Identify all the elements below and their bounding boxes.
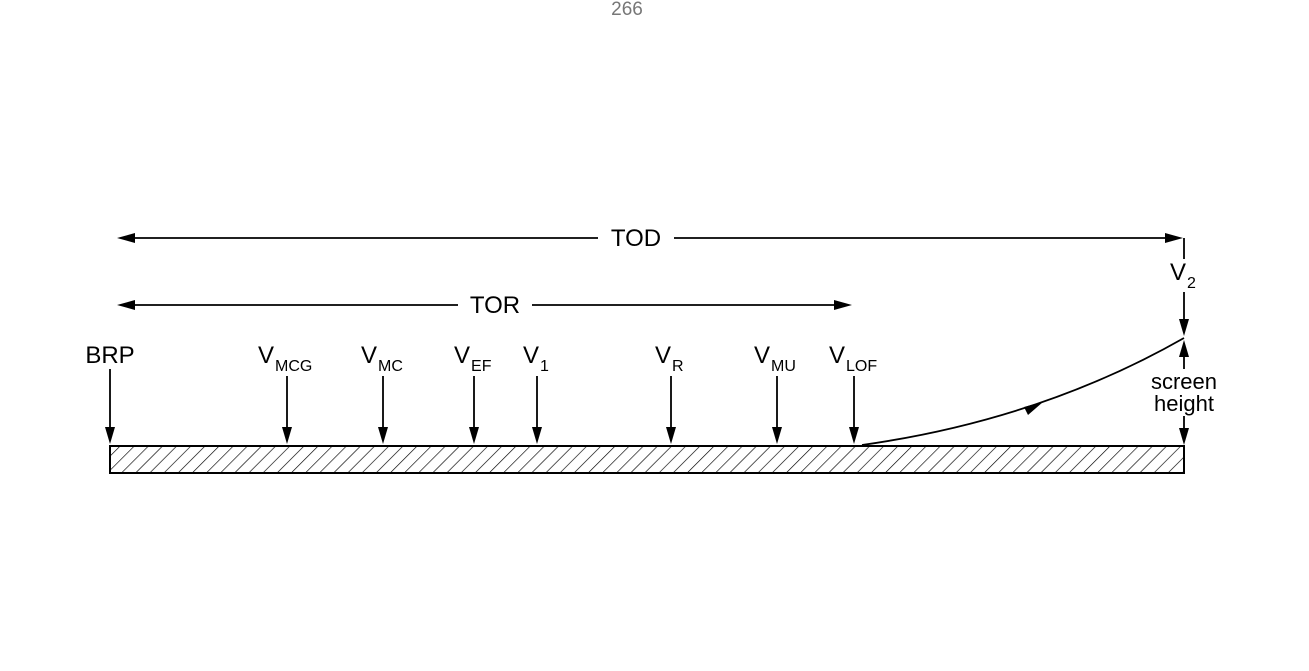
v-1-arrowhead (532, 427, 542, 444)
tor-dimension: TOR (117, 292, 852, 319)
marker-v-mu: VMU (754, 342, 796, 444)
marker-v-1: V1 (523, 342, 549, 444)
brp-arrowhead (105, 427, 115, 444)
v-r-arrowhead (666, 427, 676, 444)
v-1-label: V1 (523, 342, 549, 375)
v-r-label: VR (655, 342, 684, 375)
marker-v-2: V2 (1170, 259, 1196, 336)
page-number: 266 (611, 0, 643, 20)
tod-label: TOD (611, 225, 661, 252)
v-lof-arrowhead (849, 427, 859, 444)
v-mu-label: VMU (754, 342, 796, 375)
marker-v-r: VR (655, 342, 684, 444)
tod-left-arrowhead (117, 233, 135, 243)
marker-v-mcg: VMCG (258, 342, 312, 444)
v-ef-label: VEF (454, 342, 492, 375)
v-2-arrowhead (1179, 319, 1189, 336)
v-mc-arrowhead (378, 427, 388, 444)
screen-height-label-line1: screen (1151, 369, 1217, 394)
runway-strip (109, 445, 1185, 474)
tor-right-arrowhead (834, 300, 852, 310)
v-mcg-label: VMCG (258, 342, 312, 375)
flight-path (861, 337, 1185, 446)
v-lof-label: VLOF (829, 342, 877, 375)
marker-brp: BRP (85, 342, 135, 444)
tor-label: TOR (470, 292, 520, 319)
screen-height-label-line2: height (1154, 391, 1214, 416)
flight-path-arrowhead (1024, 402, 1043, 415)
v-ef-arrowhead (469, 427, 479, 444)
tor-left-arrowhead (117, 300, 135, 310)
marker-v-mc: VMC (361, 342, 403, 444)
v-2-label: V2 (1170, 259, 1196, 292)
screen-height-up-arrowhead (1179, 340, 1189, 357)
v-mu-arrowhead (772, 427, 782, 444)
screen-height-down-arrowhead (1179, 428, 1189, 445)
v-mcg-arrowhead (282, 427, 292, 444)
tod-dimension: TOD (117, 225, 1185, 259)
marker-v-ef: VEF (454, 342, 492, 444)
screen-height-dimension: screen height (1151, 340, 1217, 445)
brp-label: BRP (85, 342, 134, 369)
v-mc-label: VMC (361, 342, 403, 375)
tod-right-arrowhead (1165, 233, 1183, 243)
marker-v-lof: VLOF (829, 342, 877, 444)
